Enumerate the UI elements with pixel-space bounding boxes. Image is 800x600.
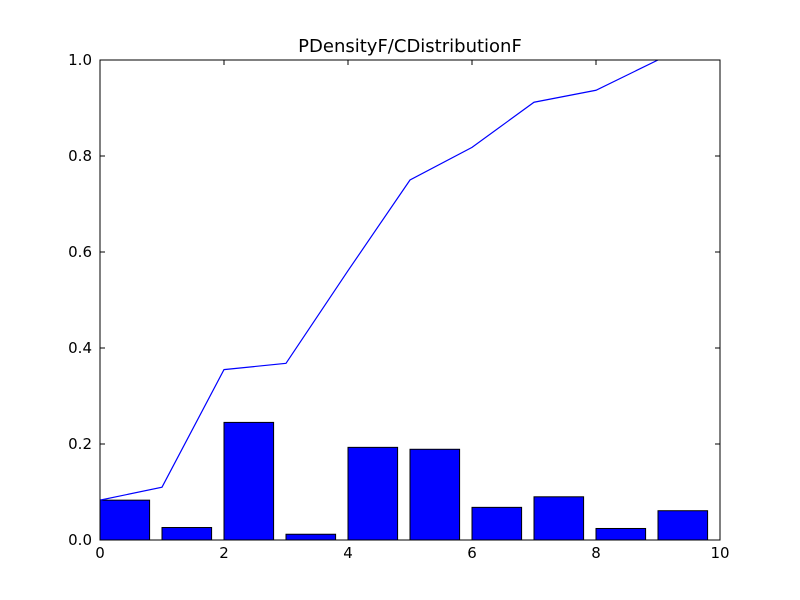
bar-4 bbox=[347, 446, 399, 541]
y-tick-label: 0.6 bbox=[68, 243, 92, 261]
chart-title: PDensityF/CDistributionF bbox=[298, 36, 522, 57]
axis-ticks: 0 2 4 6 8 10 0.0 0.2 0.4 0.6 0.8 1.0 bbox=[68, 51, 729, 562]
bar-2 bbox=[223, 421, 275, 541]
x-tick-label: 0 bbox=[95, 544, 105, 562]
plot-area bbox=[99, 60, 709, 541]
y-tick-label: 0.8 bbox=[68, 147, 92, 165]
bar-6 bbox=[471, 506, 523, 541]
bar-8 bbox=[595, 527, 647, 541]
x-tick-label: 10 bbox=[710, 544, 729, 562]
bar-7 bbox=[533, 496, 585, 541]
x-tick-label: 4 bbox=[343, 544, 353, 562]
y-tick-label: 0.4 bbox=[68, 339, 92, 357]
bar-3 bbox=[285, 533, 337, 541]
y-tick-label: 1.0 bbox=[68, 51, 92, 69]
y-tick-label: 0.0 bbox=[68, 531, 92, 549]
x-tick-label: 6 bbox=[467, 544, 477, 562]
bar-9 bbox=[657, 510, 709, 541]
cdf-line bbox=[100, 60, 659, 501]
axes-frame bbox=[99, 59, 721, 541]
x-tick-label: 8 bbox=[591, 544, 601, 562]
bar-5 bbox=[409, 448, 461, 541]
bar-1 bbox=[161, 527, 213, 541]
bar-0 bbox=[99, 499, 151, 541]
y-tick-label: 0.2 bbox=[68, 435, 92, 453]
x-tick-label: 2 bbox=[219, 544, 229, 562]
